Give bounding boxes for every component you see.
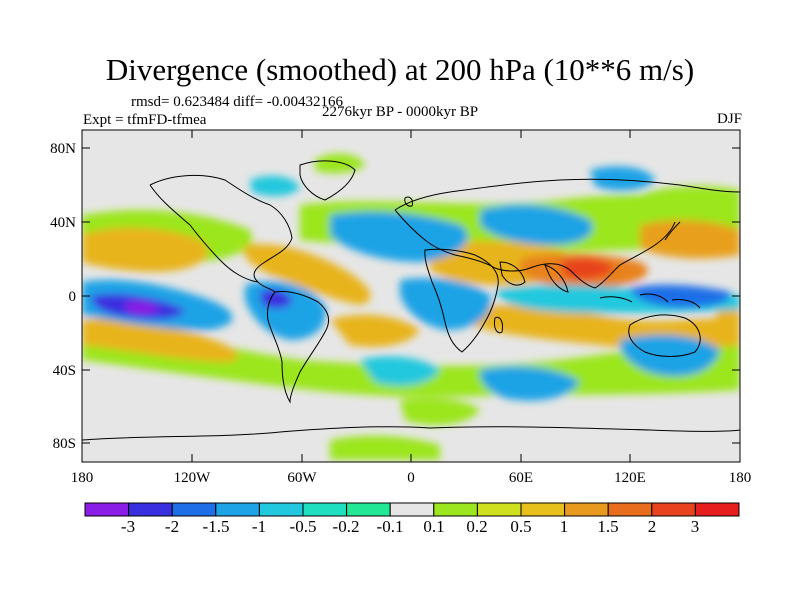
lon-tick-label: 120E	[614, 470, 646, 486]
lon-tick-label: 60W	[287, 470, 317, 486]
lat-tick-label: 0	[69, 289, 77, 305]
lon-tick-label: 180	[729, 470, 752, 486]
colorbar-swatch	[607, 502, 653, 517]
colorbar-swatch	[258, 502, 304, 517]
contour-blue-trop-atlantic	[400, 278, 491, 330]
colorbar-swatch	[433, 502, 478, 517]
colorbar-swatch	[128, 502, 173, 517]
colorbar-swatch	[302, 502, 348, 517]
contour-darkblue-south-america	[260, 289, 292, 309]
colorbar-swatch	[346, 502, 391, 517]
colorbar-label: -1	[252, 517, 266, 536]
lon-tick-label: 120W	[174, 470, 212, 486]
colorbar-swatch	[389, 502, 435, 517]
colorbar-label: -0.2	[333, 517, 360, 536]
contour-blue-south-pacific	[619, 334, 720, 377]
contour-purple-central-pacific	[125, 301, 160, 315]
coastline-south-america	[267, 291, 329, 404]
contour-blue-e-asia	[480, 204, 593, 245]
colorbar-label: 0.1	[423, 517, 444, 536]
colorbar	[84, 502, 740, 517]
lat-tick-label: 80S	[53, 436, 76, 452]
coastline-japan	[664, 221, 681, 241]
colorbar-label: 2	[648, 517, 657, 536]
contour-green-southern-ocean	[400, 398, 480, 426]
contour-orange-ne-pacific	[82, 227, 208, 272]
colorbar-swatch	[520, 502, 566, 517]
contour-cyan-s-atlantic	[360, 356, 440, 386]
contour-orange-w-pacific-north	[640, 220, 740, 259]
coastline-british-isles	[404, 196, 413, 207]
colorbar-label: -0.5	[290, 517, 317, 536]
colorbar-swatch	[171, 502, 217, 517]
colorbar-label: -2	[165, 517, 179, 536]
coastline-india	[544, 264, 569, 293]
coastline-antarctica	[82, 426, 740, 441]
colorbar-swatch	[84, 502, 130, 517]
contour-fill-layer	[82, 153, 740, 460]
tick-marks	[82, 130, 740, 462]
coastline-layer	[82, 160, 740, 441]
lon-tick-label: 180	[71, 470, 94, 486]
colorbar-label: 1	[560, 517, 569, 536]
contour-cyan-arctic-greenland	[250, 175, 300, 197]
contour-green-antarctic-edge	[330, 435, 440, 460]
contour-green-south-band	[82, 320, 740, 397]
colorbar-label: 0.2	[466, 517, 487, 536]
season-label: DJF	[716, 111, 742, 127]
colorbar-label: 1.5	[597, 517, 618, 536]
contour-orange-n-atlantic	[243, 244, 371, 305]
colorbar-label: -3	[121, 517, 135, 536]
contour-orange-s-pacific	[82, 318, 239, 362]
contour-orange-s-atlantic	[330, 314, 420, 347]
colorbar-swatch	[694, 502, 740, 517]
colorbar-swatch	[476, 502, 522, 517]
colorbar-label: 0.5	[510, 517, 531, 536]
lon-tick-label: 0	[407, 470, 415, 486]
colorbar-swatch	[564, 502, 609, 517]
coastline-australia	[628, 314, 701, 357]
stats-text: rmsd= 0.623484 diff= -0.00432166	[131, 94, 344, 110]
colorbar-label: -1.5	[203, 517, 230, 536]
lat-tick-label: 40N	[50, 215, 76, 231]
coastline-greenland	[299, 160, 356, 201]
coastline-madagascar	[494, 316, 503, 334]
lat-tick-label: 80N	[50, 141, 76, 157]
experiment-label: Expt = tfmFD-tfmea	[83, 112, 207, 128]
map-title: Divergence (smoothed) at 200 hPa (10**6 …	[105, 52, 695, 87]
contour-blue-southern-ocean	[479, 366, 580, 401]
coastline-arabia	[499, 261, 526, 286]
contour-green-east-arctic	[640, 186, 740, 209]
contour-blue-ne-asia	[590, 166, 655, 191]
coastline-africa	[424, 248, 499, 353]
colorbar-label: -0.1	[377, 517, 404, 536]
lat-tick-label: 40S	[53, 363, 76, 379]
lon-tick-label: 60E	[509, 470, 533, 486]
colorbar-label: 3	[691, 517, 700, 536]
coastline-north-america	[149, 175, 293, 293]
colorbar-swatch	[215, 502, 260, 517]
contour-darkblue-w-pacific	[630, 284, 731, 308]
coastline-indonesia	[599, 293, 701, 309]
colorbar-swatch	[651, 502, 696, 517]
period-label: 2276kyr BP - 0000kyr BP	[322, 104, 479, 120]
